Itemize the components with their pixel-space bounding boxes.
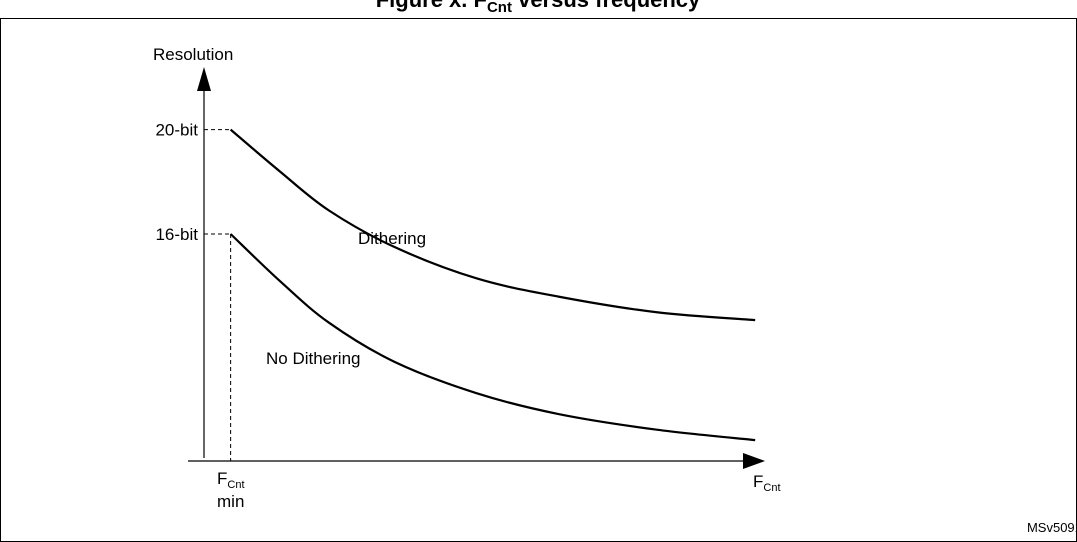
figure-title-sub: Cnt [487, 0, 512, 16]
guide-lines [204, 129, 232, 461]
series-line-no-dithering [229, 233, 756, 442]
x-tick-label-min: min [217, 492, 244, 511]
figure-border [0, 18, 1077, 542]
axes [188, 67, 765, 469]
x-tick-main: F [217, 469, 227, 488]
x-tick-sub: Cnt [227, 479, 244, 491]
reference-id: MSv50910V1 [1027, 520, 1077, 535]
x-axis-arrow [743, 453, 765, 469]
y-tick-label-20-bit: 20-bit [155, 121, 198, 140]
x-axis-label-main: F [753, 472, 763, 491]
figure-title-main: Figure x. F [376, 0, 487, 12]
annotation-dithering: Dithering [358, 229, 426, 248]
figure-title-rest: versus frequency [512, 0, 701, 12]
y-tick-labels: 20-bit 16-bit [155, 121, 198, 244]
figure-title: Figure x. FCnt versus frequency [376, 0, 701, 16]
x-axis-label: FCnt [753, 472, 781, 494]
x-axis-label-sub: Cnt [763, 482, 780, 494]
series-line-dithering [229, 128, 756, 322]
annotation-no-dithering: No Dithering [266, 349, 361, 368]
series-layer [229, 128, 756, 442]
x-tick-label-fcnt-min: FCnt [217, 469, 245, 491]
y-tick-label-16-bit: 16-bit [155, 225, 198, 244]
y-axis-label: Resolution [153, 45, 233, 64]
y-axis-arrow [197, 67, 211, 91]
